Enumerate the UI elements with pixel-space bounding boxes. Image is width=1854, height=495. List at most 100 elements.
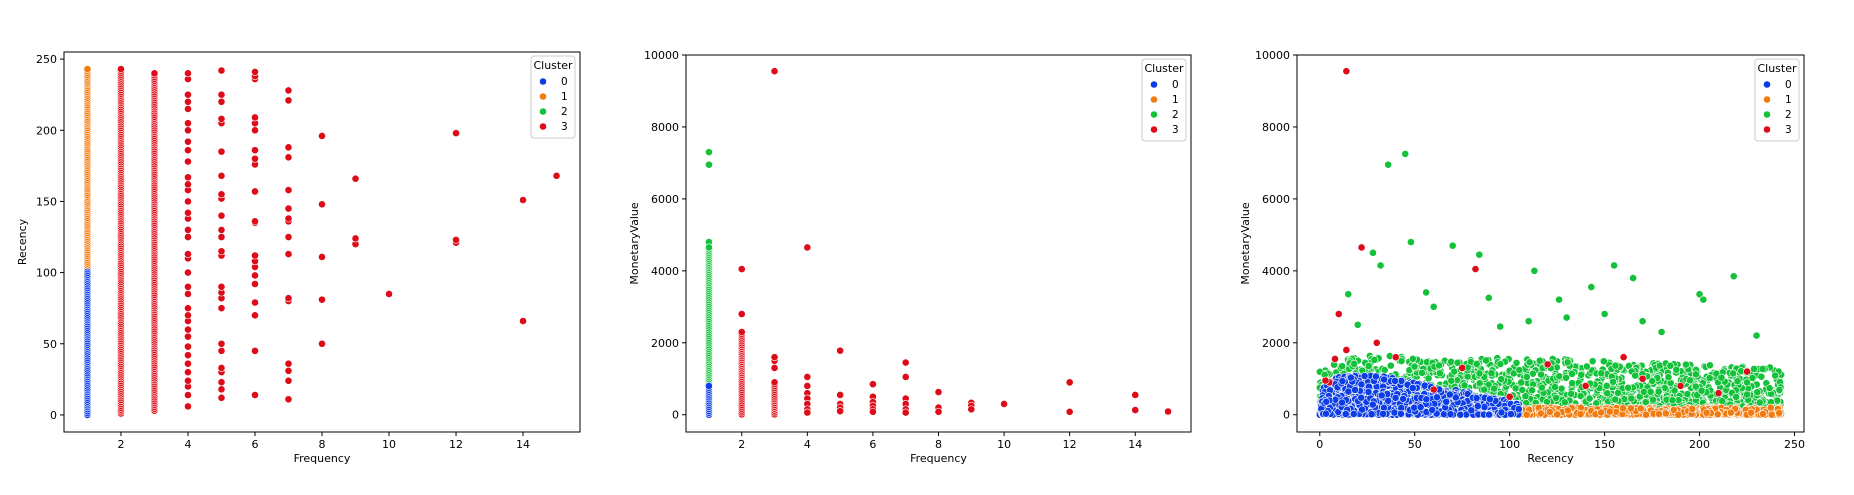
data-point xyxy=(184,282,192,291)
data-point-cloud xyxy=(1420,381,1429,390)
data-point-cloud xyxy=(1757,372,1766,381)
data-point-cloud xyxy=(1480,385,1489,394)
data-point-cloud xyxy=(1525,358,1534,367)
x-tick-label: 2 xyxy=(738,438,745,451)
legend-label: 0 xyxy=(1172,79,1179,91)
data-point xyxy=(901,373,910,381)
data-point-cloud xyxy=(1364,362,1373,370)
legend-label: 2 xyxy=(1172,109,1179,121)
data-point-cloud xyxy=(1688,404,1697,413)
data-point xyxy=(184,69,192,78)
data-point-cloud xyxy=(1557,384,1566,393)
x-tick-label: 10 xyxy=(382,438,396,451)
data-point xyxy=(184,119,192,128)
data-point-cloud xyxy=(1515,366,1524,374)
data-point xyxy=(318,132,326,140)
data-point-cloud xyxy=(1497,375,1506,384)
data-point-cloud xyxy=(1642,410,1650,419)
data-point-cloud xyxy=(1380,375,1389,384)
data-point-cloud xyxy=(1528,386,1536,395)
y-tick-label: 150 xyxy=(36,195,57,208)
data-point-cloud xyxy=(1661,409,1670,418)
data-point-cloud xyxy=(1472,359,1481,368)
scatter-panel-frequency-recency: 2 4 6 8 10 12 14050100150200250FrequencyRecenc… xyxy=(16,51,581,465)
data-point xyxy=(184,325,192,334)
data-point xyxy=(251,68,259,76)
data-point-cloud xyxy=(1624,383,1633,392)
data-point xyxy=(184,197,192,206)
x-tick-label: 12 xyxy=(1063,438,1077,451)
data-point-cloud xyxy=(1717,373,1726,382)
data-point-cloud xyxy=(1718,397,1727,406)
data-point-cloud xyxy=(1357,380,1366,389)
data-point xyxy=(1065,378,1074,387)
data-point-strip xyxy=(117,65,125,73)
data-point xyxy=(318,295,326,304)
scatter-panel-frequency-monetary: 2 4 6 8 10 12 140200040006000800010000Frequenc… xyxy=(628,49,1192,465)
data-point xyxy=(217,364,226,372)
x-tick-label: 14 xyxy=(1128,438,1142,451)
plot-frame xyxy=(63,51,581,433)
data-point-cloud xyxy=(1553,410,1562,419)
data-point-cloud xyxy=(1636,404,1645,413)
data-point xyxy=(519,317,527,325)
data-point-cloud xyxy=(1588,357,1597,366)
data-point-cloud xyxy=(1597,408,1606,417)
data-point xyxy=(251,126,259,135)
y-tick-label: 6000 xyxy=(651,193,679,206)
x-axis-label: Frequency xyxy=(910,452,967,465)
data-point xyxy=(184,173,192,182)
data-point xyxy=(737,310,746,318)
data-point-cloud xyxy=(1562,373,1570,382)
data-point-cloud xyxy=(1706,361,1714,370)
data-point xyxy=(184,146,192,155)
data-point xyxy=(184,391,192,399)
legend-label: 1 xyxy=(561,91,568,103)
data-point xyxy=(184,180,192,189)
data-point-cloud xyxy=(1447,357,1455,366)
data-point xyxy=(901,358,910,367)
data-point-cloud xyxy=(1627,404,1635,413)
data-point xyxy=(184,268,192,277)
data-point xyxy=(452,235,460,244)
data-point xyxy=(184,304,192,313)
data-point xyxy=(705,148,713,157)
data-point-cloud xyxy=(1753,388,1762,397)
y-tick-label: 200 xyxy=(36,124,57,137)
data-point xyxy=(284,250,293,258)
data-point xyxy=(184,137,192,146)
plot-frame xyxy=(685,54,1192,433)
data-point xyxy=(184,368,192,377)
data-point-cloud xyxy=(1517,378,1526,387)
data-point xyxy=(284,186,293,194)
data-point-cloud xyxy=(1582,362,1591,371)
data-point xyxy=(836,391,845,399)
data-points xyxy=(705,67,1172,419)
data-point-cloud xyxy=(1482,356,1490,365)
data-point-cloud xyxy=(1631,371,1640,380)
data-point xyxy=(184,250,192,258)
data-point-cloud xyxy=(1755,398,1764,407)
data-point xyxy=(217,304,226,313)
data-point xyxy=(869,407,877,416)
data-point-cloud xyxy=(1747,408,1755,417)
x-tick-label: 14 xyxy=(516,438,530,451)
data-point xyxy=(184,342,192,351)
data-point xyxy=(251,298,259,307)
data-point-cloud xyxy=(1551,383,1559,391)
data-point-cloud xyxy=(1487,369,1496,378)
data-point xyxy=(217,393,226,402)
data-point-cloud xyxy=(1609,377,1618,386)
data-point-cloud xyxy=(1535,356,1544,365)
data-point xyxy=(284,359,293,368)
data-point-cloud xyxy=(1605,407,1614,416)
data-point-cloud xyxy=(1577,370,1586,379)
data-point xyxy=(705,243,713,252)
data-point xyxy=(318,339,326,348)
data-point xyxy=(519,196,527,204)
data-point-cloud xyxy=(1537,383,1546,392)
data-point xyxy=(284,395,293,404)
data-point-cloud xyxy=(1576,410,1585,419)
data-point-cloud xyxy=(1639,387,1648,396)
